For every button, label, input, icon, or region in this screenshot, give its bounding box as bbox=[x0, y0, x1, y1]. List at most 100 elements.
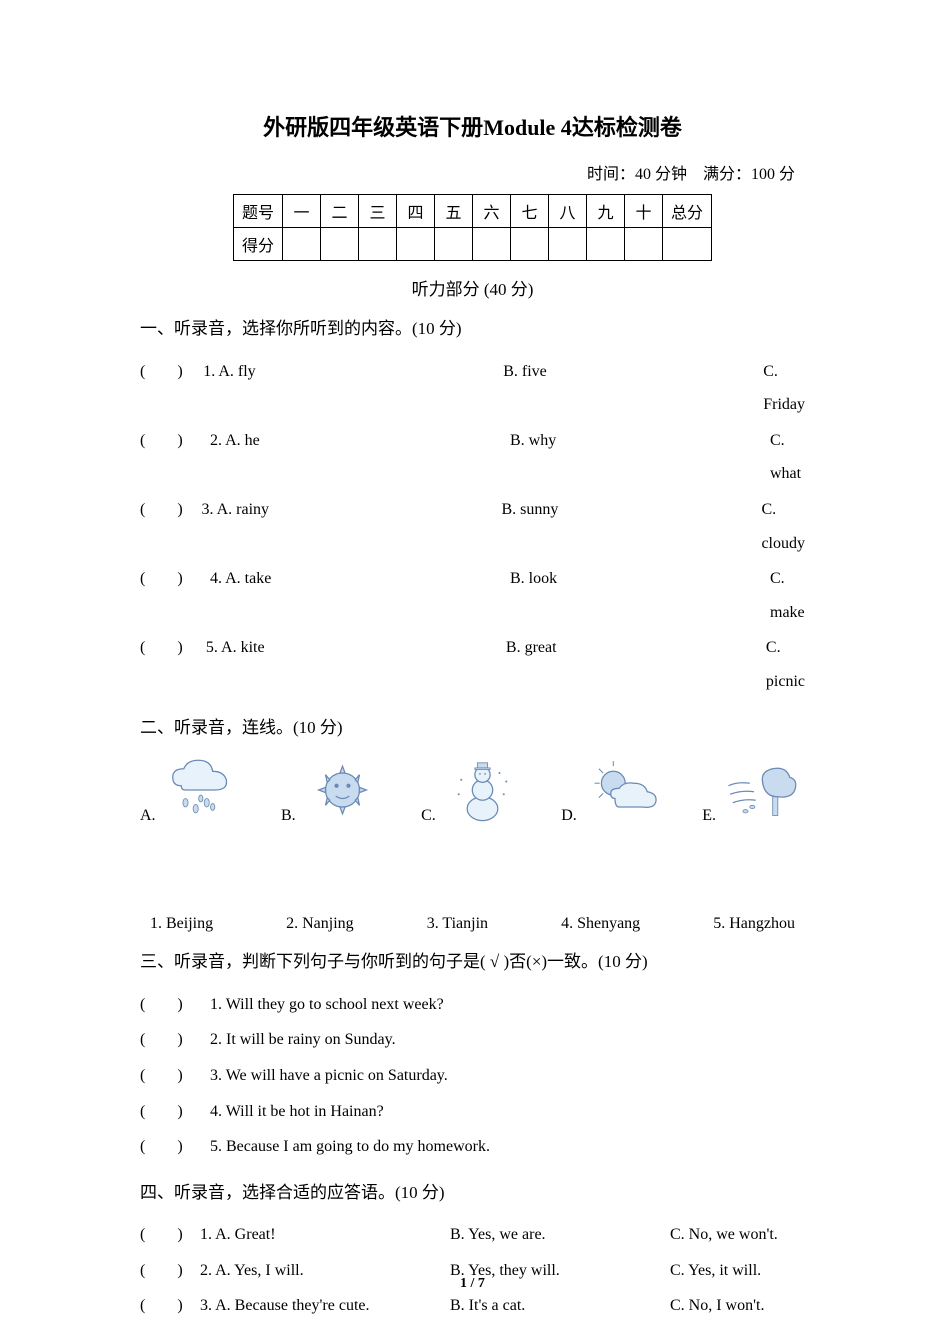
s1-item: ( ) 4. A. take B. look C. make bbox=[140, 562, 805, 629]
s3-item: ( )5. Because I am going to do my homewo… bbox=[140, 1130, 805, 1164]
answer-blank: ( ) bbox=[140, 1289, 200, 1323]
s1-opt-c: C. Friday bbox=[763, 355, 805, 422]
score-row-header: 题号 一 二 三 四 五 六 七 八 九 十 总分 bbox=[233, 195, 711, 228]
img-label: C. bbox=[421, 807, 436, 825]
s4-item: ( ) 1. A. Great! B. Yes, we are. C. No, … bbox=[140, 1218, 805, 1252]
img-label: B. bbox=[281, 807, 296, 825]
s1-item: ( ) 3. A. rainy B. sunny C. cloudy bbox=[140, 493, 805, 560]
s4-opt-c: C. No, we won't. bbox=[670, 1218, 805, 1252]
s3-item: ( )3. We will have a picnic on Saturday. bbox=[140, 1059, 805, 1093]
s1-opt-c: C. what bbox=[770, 424, 805, 491]
s4-opt-a: 1. A. Great! bbox=[200, 1218, 450, 1252]
page-number: 1 / 7 bbox=[0, 1276, 945, 1292]
s1-opt-c: C. make bbox=[770, 562, 805, 629]
s1-opt-b: B. sunny bbox=[501, 493, 761, 560]
cities-row: 1. Beijing 2. Nanjing 3. Tianjin 4. Shen… bbox=[140, 915, 805, 933]
answer-blank: ( ) bbox=[140, 1059, 210, 1093]
score-cell bbox=[321, 228, 359, 261]
score-cell bbox=[397, 228, 435, 261]
img-label: E. bbox=[702, 807, 716, 825]
answer-blank: ( ) bbox=[140, 355, 203, 422]
weather-img-b: B. bbox=[281, 755, 385, 825]
score-col: 二 bbox=[321, 195, 359, 228]
s1-opt-a: 4. A. take bbox=[210, 562, 510, 629]
score-header-label: 题号 bbox=[233, 195, 282, 228]
snowman-icon bbox=[440, 755, 525, 825]
s4-instruction: 四、听录音，选择合适的应答语。(10 分) bbox=[140, 1178, 805, 1209]
sun-face-icon bbox=[300, 755, 385, 825]
score-col: 五 bbox=[435, 195, 473, 228]
title-prefix: 外研版四年级英语下册 bbox=[263, 115, 483, 140]
s1-opt-b: B. great bbox=[506, 631, 766, 698]
weather-img-d: D. bbox=[561, 755, 666, 825]
img-label: D. bbox=[561, 807, 577, 825]
weather-img-c: C. bbox=[421, 755, 525, 825]
score-table: 题号 一 二 三 四 五 六 七 八 九 十 总分 得分 bbox=[233, 194, 712, 261]
score-col: 九 bbox=[587, 195, 625, 228]
document-title: 外研版四年级英语下册Module 4达标检测卷 bbox=[140, 110, 805, 142]
score-cell bbox=[435, 228, 473, 261]
title-suffix: 达标检测卷 bbox=[572, 115, 682, 140]
s2-instruction: 二、听录音，连线。(10 分) bbox=[140, 713, 805, 744]
answer-blank: ( ) bbox=[140, 1130, 210, 1164]
s1-item: ( ) 1. A. fly B. five C. Friday bbox=[140, 355, 805, 422]
city-item: 5. Hangzhou bbox=[713, 915, 795, 933]
weather-img-a: A. bbox=[140, 755, 245, 825]
s4-opt-b: B. Yes, we are. bbox=[450, 1218, 670, 1252]
answer-blank: ( ) bbox=[140, 631, 206, 698]
s4-opt-c: C. No, I won't. bbox=[670, 1289, 805, 1323]
score-col: 一 bbox=[283, 195, 321, 228]
score-col: 四 bbox=[397, 195, 435, 228]
partly-cloudy-icon bbox=[581, 755, 666, 825]
rain-cloud-icon bbox=[160, 755, 245, 825]
answer-blank: ( ) bbox=[140, 424, 210, 491]
s3-item: ( )4. Will it be hot in Hainan? bbox=[140, 1095, 805, 1129]
score-cell bbox=[663, 228, 712, 261]
s1-item: ( ) 2. A. he B. why C. what bbox=[140, 424, 805, 491]
score-cell bbox=[511, 228, 549, 261]
answer-blank: ( ) bbox=[140, 1023, 210, 1057]
s4-opt-a: 3. A. Because they're cute. bbox=[200, 1289, 450, 1323]
s1-opt-b: B. five bbox=[503, 355, 763, 422]
s1-opt-b: B. why bbox=[510, 424, 770, 491]
score-col-total: 总分 bbox=[663, 195, 712, 228]
score-cell bbox=[625, 228, 663, 261]
answer-blank: ( ) bbox=[140, 493, 201, 560]
s4-item: ( ) 3. A. Because they're cute. B. It's … bbox=[140, 1289, 805, 1323]
weather-images-row: A. B. bbox=[140, 755, 805, 825]
answer-blank: ( ) bbox=[140, 1218, 200, 1252]
answer-blank: ( ) bbox=[140, 562, 210, 629]
score-col: 八 bbox=[549, 195, 587, 228]
score-cell bbox=[473, 228, 511, 261]
score-col: 十 bbox=[625, 195, 663, 228]
score-row-values: 得分 bbox=[233, 228, 711, 261]
city-item: 1. Beijing bbox=[150, 915, 213, 933]
city-item: 2. Nanjing bbox=[286, 915, 354, 933]
city-item: 3. Tianjin bbox=[427, 915, 488, 933]
s1-opt-c: C. picnic bbox=[766, 631, 805, 698]
weather-img-e: E. bbox=[702, 755, 805, 825]
answer-blank: ( ) bbox=[140, 1095, 210, 1129]
windy-tree-icon bbox=[720, 755, 805, 825]
s1-item: ( ) 5. A. kite B. great C. picnic bbox=[140, 631, 805, 698]
score-cell bbox=[587, 228, 625, 261]
s1-opt-a: 3. A. rainy bbox=[201, 493, 501, 560]
city-item: 4. Shenyang bbox=[561, 915, 640, 933]
s1-opt-a: 5. A. kite bbox=[206, 631, 506, 698]
s1-opt-b: B. look bbox=[510, 562, 770, 629]
score-col: 七 bbox=[511, 195, 549, 228]
s1-opt-a: 1. A. fly bbox=[203, 355, 503, 422]
s1-opt-c: C. cloudy bbox=[761, 493, 805, 560]
score-cell bbox=[549, 228, 587, 261]
s1-instruction: 一、听录音，选择你所听到的内容。(10 分) bbox=[140, 314, 805, 345]
listening-section-title: 听力部分 (40 分) bbox=[140, 275, 805, 300]
score-cell bbox=[283, 228, 321, 261]
s1-opt-a: 2. A. he bbox=[210, 424, 510, 491]
img-label: A. bbox=[140, 807, 156, 825]
s3-item: ( )1. Will they go to school next week? bbox=[140, 988, 805, 1022]
answer-blank: ( ) bbox=[140, 988, 210, 1022]
score-values-label: 得分 bbox=[233, 228, 282, 261]
title-module: Module 4 bbox=[483, 115, 572, 140]
s3-item: ( )2. It will be rainy on Sunday. bbox=[140, 1023, 805, 1057]
score-col: 六 bbox=[473, 195, 511, 228]
